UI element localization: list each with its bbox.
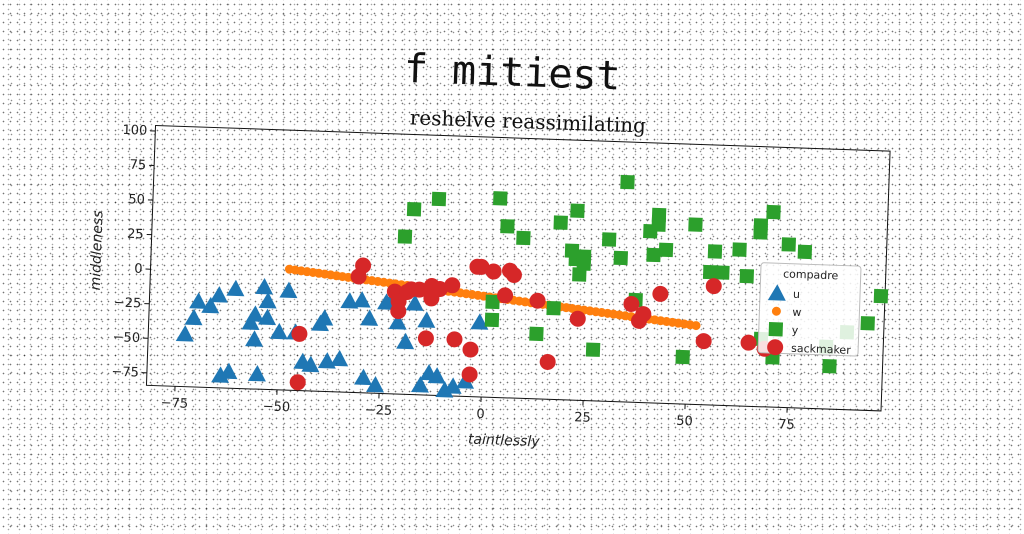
data-point <box>860 316 874 330</box>
data-point <box>546 301 560 315</box>
data-point <box>715 265 729 279</box>
data-point <box>602 232 616 246</box>
y-tick-label: 75 <box>129 158 146 174</box>
data-point <box>407 202 421 216</box>
data-point <box>255 278 274 295</box>
x-tick-label: 50 <box>676 414 693 430</box>
data-point <box>651 217 665 231</box>
data-point <box>248 365 267 382</box>
data-point <box>354 368 373 385</box>
data-point <box>245 330 264 347</box>
data-point <box>740 269 754 283</box>
data-point <box>226 279 245 296</box>
data-point <box>614 251 628 265</box>
data-point <box>289 374 306 391</box>
data-point <box>652 286 669 303</box>
y-tick-label: 25 <box>127 227 144 243</box>
data-point <box>360 309 379 326</box>
data-point <box>732 242 746 256</box>
x-tick-label: −50 <box>262 399 290 415</box>
data-point <box>259 292 278 309</box>
y-tick-label: 0 <box>134 262 143 277</box>
data-point <box>462 341 479 358</box>
y-tick-label: −50 <box>112 330 140 346</box>
data-point <box>708 244 722 258</box>
x-axis-label: taintlessly <box>468 432 541 451</box>
data-point <box>279 281 298 298</box>
legend-label: y <box>792 324 799 337</box>
data-point <box>500 219 514 233</box>
y-tick-label: −25 <box>114 296 142 312</box>
data-point <box>822 359 836 373</box>
data-point <box>577 256 591 270</box>
data-point <box>330 350 349 367</box>
data-point <box>782 237 796 251</box>
data-point <box>493 191 507 205</box>
data-point <box>675 350 689 364</box>
y-tick-label: 50 <box>128 192 145 208</box>
data-point <box>620 175 634 189</box>
x-tick-label: −75 <box>160 396 188 412</box>
data-point <box>210 286 229 303</box>
legend-label: u <box>793 288 800 301</box>
data-point <box>516 231 530 245</box>
legend-marker-y <box>769 322 783 336</box>
data-point <box>688 217 702 231</box>
data-point <box>176 325 195 342</box>
data-point <box>646 248 660 262</box>
data-point <box>185 308 204 325</box>
legend-label: sackmaker <box>791 342 852 357</box>
data-point <box>766 205 780 219</box>
data-point <box>189 292 208 309</box>
legend: compadre uwy sackmaker <box>758 263 861 358</box>
data-point <box>798 245 812 259</box>
data-point <box>315 309 334 326</box>
data-point <box>659 243 673 257</box>
y-tick-label: 100 <box>122 123 147 139</box>
chart-title: reshelve reassimilating <box>409 105 646 137</box>
data-point <box>270 323 289 340</box>
x-tick-label: 0 <box>476 407 485 422</box>
data-point <box>874 289 888 303</box>
data-point <box>353 291 372 308</box>
data-point <box>398 229 412 243</box>
data-point <box>396 332 415 349</box>
data-point <box>695 333 712 350</box>
y-axis-label: middleness <box>88 210 107 290</box>
data-point <box>485 313 499 327</box>
data-point <box>539 354 556 371</box>
x-tick-label: 25 <box>574 410 591 426</box>
data-point <box>586 342 600 356</box>
data-point <box>753 225 767 239</box>
data-point <box>570 204 584 218</box>
legend-title: compadre <box>783 267 839 282</box>
legend-label: w <box>792 306 801 319</box>
data-point <box>418 330 435 347</box>
y-tick-label: −75 <box>111 365 139 381</box>
data-point <box>446 331 463 348</box>
x-tick-label: 75 <box>778 417 795 433</box>
data-point <box>417 311 436 328</box>
data-point <box>703 265 717 279</box>
data-point <box>705 278 722 295</box>
data-point <box>529 327 543 341</box>
data-point <box>432 192 446 206</box>
x-tick-label: −25 <box>364 403 392 419</box>
data-point <box>553 215 567 229</box>
